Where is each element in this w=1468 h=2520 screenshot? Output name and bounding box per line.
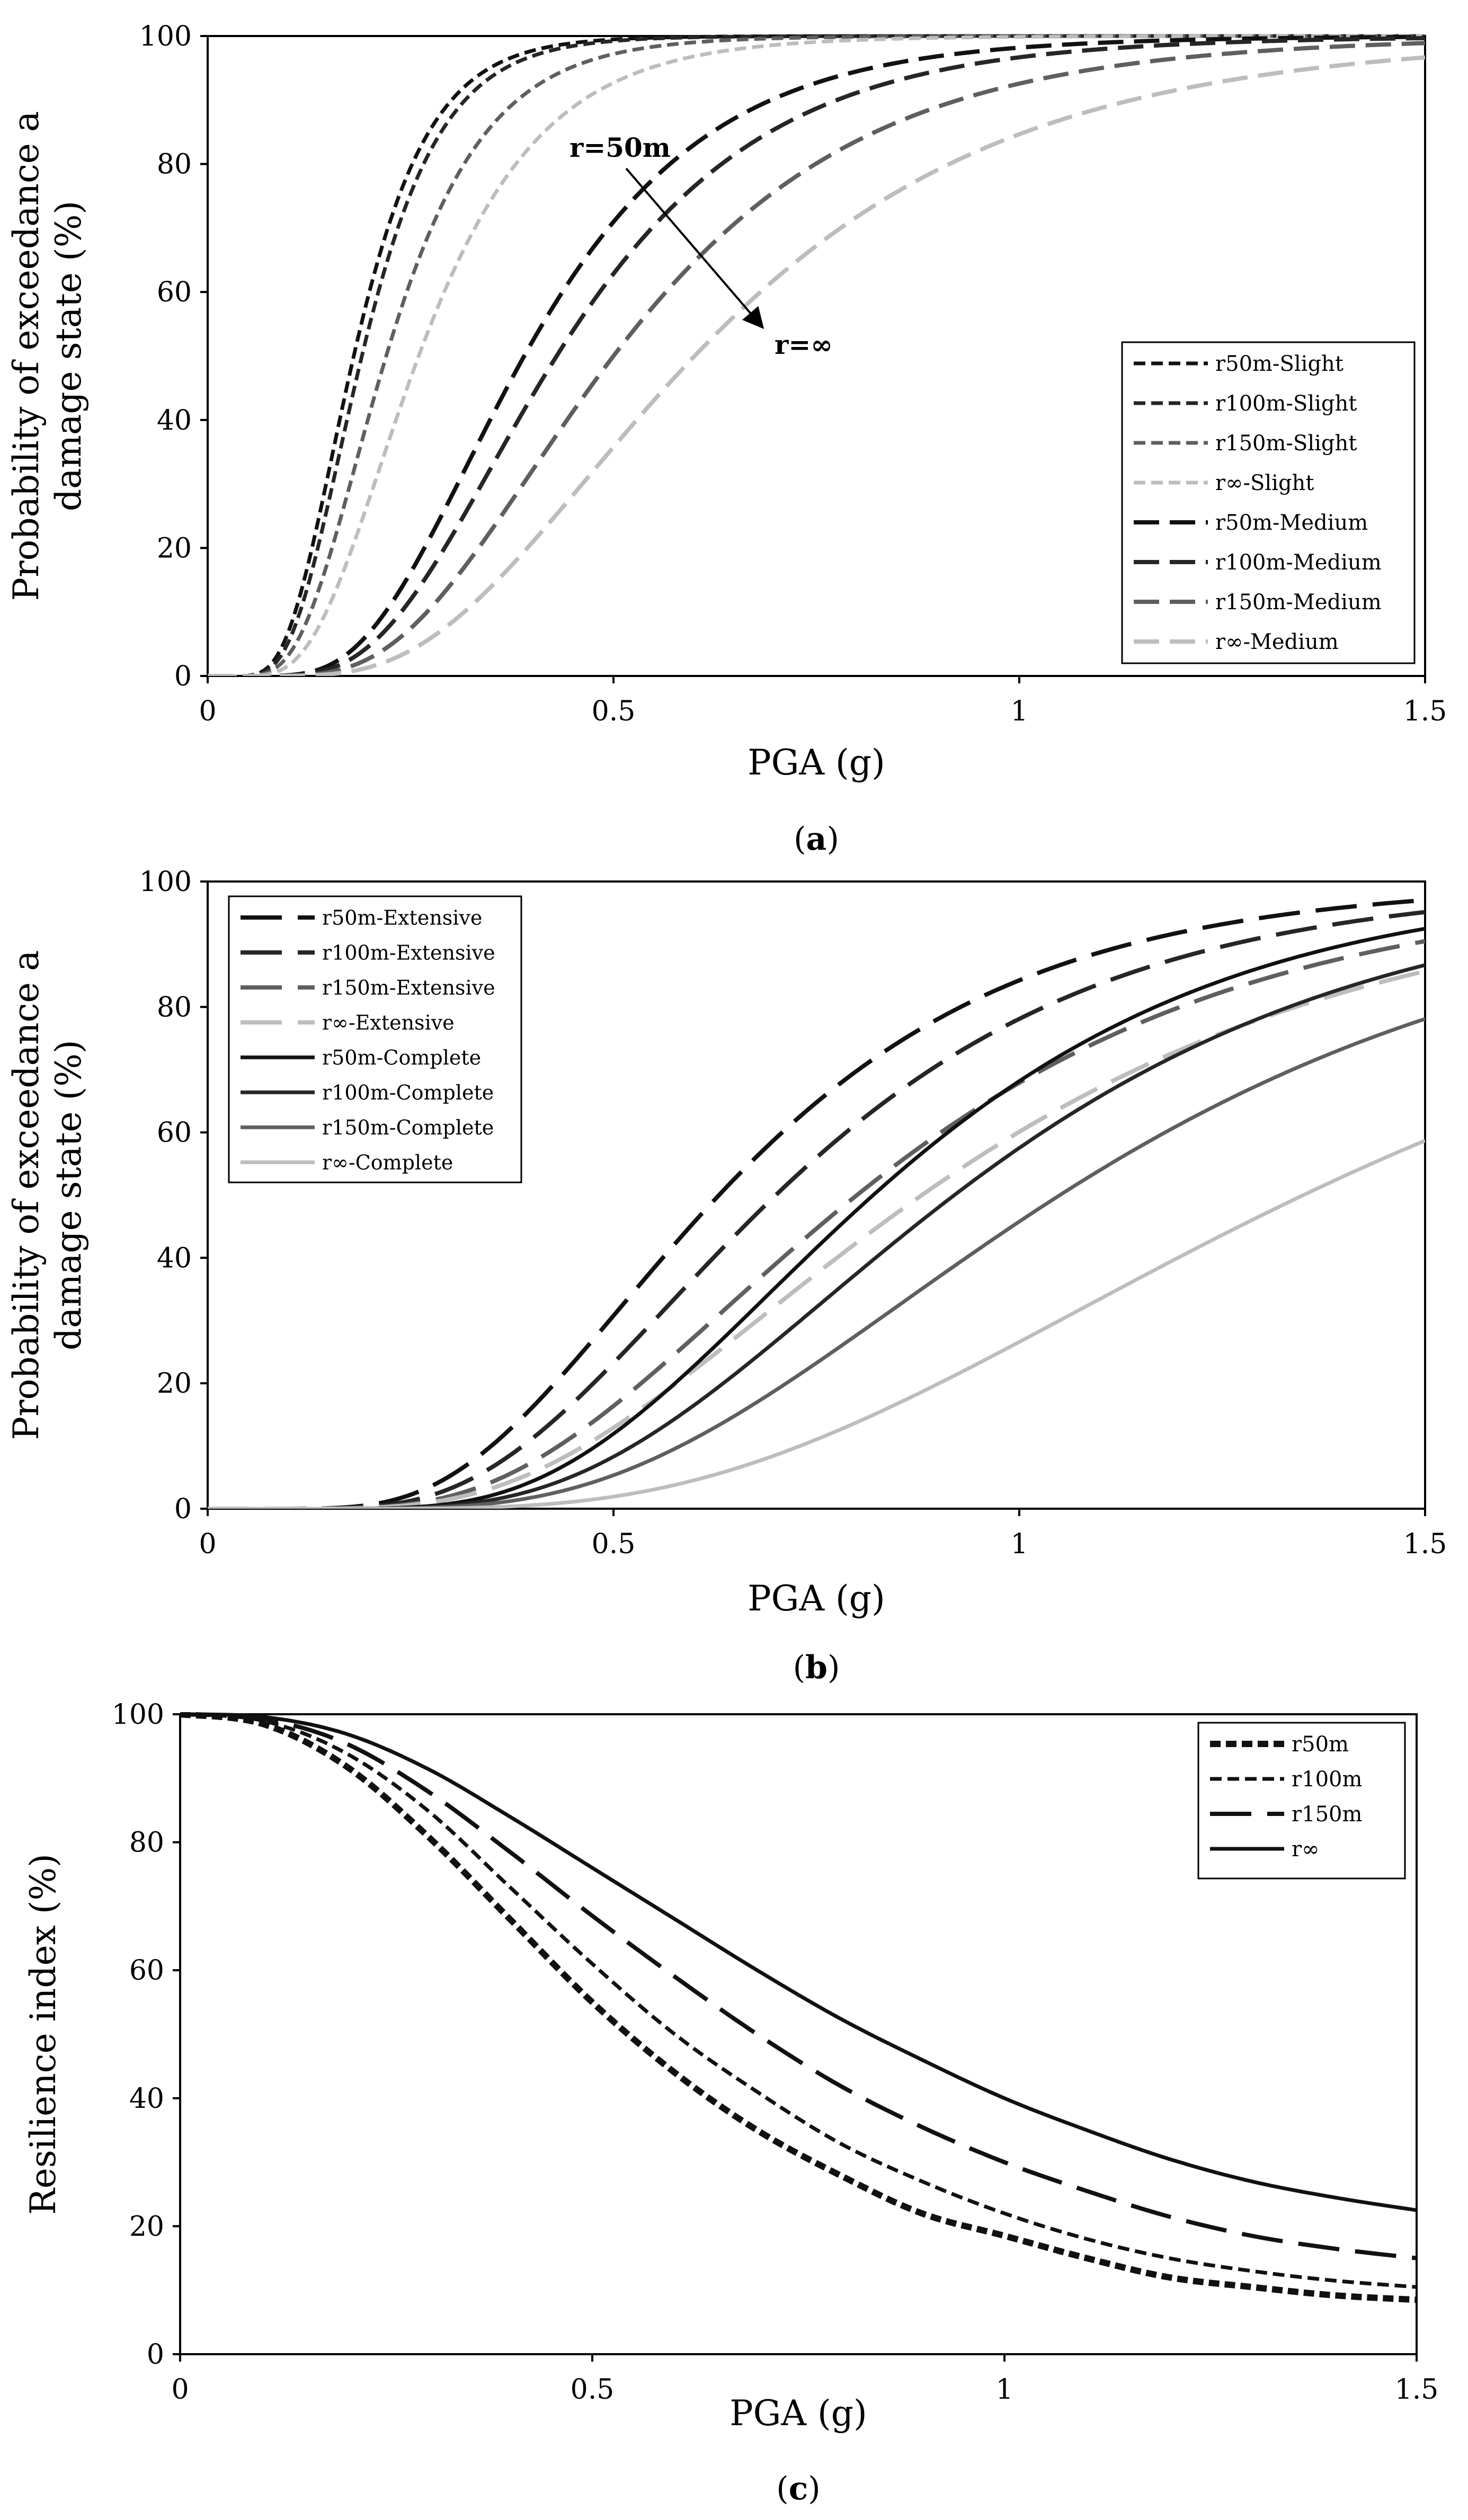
legend-label: r150m-Slight: [1215, 431, 1357, 456]
legend: r50m-Extensive r100m-Extensive r150m-Exten…: [228, 895, 522, 1183]
x-tick-label: 1.5: [1403, 696, 1447, 727]
legend-label: r150m-Extensive: [322, 976, 495, 999]
series-line-r∞: [180, 1712, 1417, 2212]
legend-label: r100m-Slight: [1215, 391, 1357, 416]
legend-label: r150m-Medium: [1215, 590, 1382, 615]
legend-label: r∞-Medium: [1215, 630, 1339, 654]
x-axis-label: PGA (g): [729, 2393, 867, 2434]
y-tick-label: 100: [139, 21, 192, 52]
legend-label: r150m: [1292, 1802, 1362, 1827]
annotation: r=∞: [775, 329, 833, 360]
plot-frame: [207, 880, 1426, 1510]
series-line-r100m-Medium: [208, 36, 1425, 676]
legend-label: r150m-Complete: [322, 1116, 494, 1139]
annotation-arrow: [625, 167, 764, 330]
x-tick-label: 0.5: [592, 696, 636, 727]
y-tick-label: 0: [147, 2339, 164, 2371]
x-tick-label: 1: [995, 2374, 1013, 2406]
y-axis-label: Resilience index (%): [23, 1854, 64, 2215]
legend-label: r100m-Extensive: [322, 941, 495, 964]
y-tick-label: 80: [129, 1827, 164, 1859]
series-line-r50m-Extensive: [208, 898, 1425, 1509]
y-tick-label: 80: [157, 149, 192, 181]
y-tick-label: 20: [157, 1368, 192, 1400]
chart-a: 0 20 40 60 80 100 0 0.5 1 1.5 PGA (g) Probability o…: [6, 21, 1447, 858]
series-line-r50m-Medium: [208, 34, 1425, 676]
x-tick-label: 0: [199, 696, 216, 727]
x-tick-label: 1: [1010, 1528, 1028, 1560]
y-tick-label: 0: [174, 661, 192, 692]
series-line-r∞-Complete: [208, 1138, 1425, 1509]
legend-label: r50m-Extensive: [322, 906, 482, 929]
series-line-r100m-Extensive: [208, 910, 1425, 1509]
legend-box: [228, 895, 522, 1183]
legend-label: r100m-Medium: [1215, 550, 1382, 575]
series-line-r100m: [180, 1712, 1417, 2289]
y-tick-label: 100: [139, 866, 192, 898]
legend-label: r100m-Complete: [322, 1081, 494, 1104]
legend: r50m-Slight r100m-Slight r150m-Slight r∞-Sl…: [1121, 341, 1416, 664]
legend-label: r50m-Slight: [1215, 352, 1344, 376]
y-axis-label: Probability of exceedance a: [6, 950, 47, 1440]
legend-label: r∞: [1292, 1837, 1319, 1862]
y-tick-label: 40: [129, 2083, 164, 2115]
legend-label: r∞-Slight: [1215, 471, 1314, 495]
x-axis-label: PGA (g): [748, 1578, 885, 1619]
legend-label: r50m: [1292, 1732, 1349, 1757]
legend-label: r∞-Complete: [322, 1151, 453, 1174]
series-line-r150m-Medium: [208, 41, 1425, 676]
series-line-r50m-Slight: [208, 34, 1425, 676]
x-tick-label: 1.5: [1395, 2374, 1439, 2406]
panel-caption: (b): [793, 1649, 840, 1686]
legend-label: r50m-Medium: [1215, 511, 1368, 535]
y-axis-label: damage state (%): [48, 1040, 89, 1350]
x-tick-label: 0: [199, 1528, 216, 1560]
y-tick-label: 80: [157, 992, 192, 1023]
y-tick-label: 20: [157, 532, 192, 564]
y-tick-label: 40: [157, 1242, 192, 1274]
y-tick-label: 0: [174, 1493, 192, 1525]
panel-caption: (c): [776, 2470, 820, 2507]
series-line-r150m: [180, 1712, 1417, 2260]
y-tick-label: 40: [157, 405, 192, 437]
legend-label: r50m-Complete: [322, 1046, 481, 1069]
legend-label: r∞-Extensive: [322, 1011, 455, 1034]
x-tick-label: 0.5: [592, 1528, 636, 1560]
y-tick-label: 60: [157, 277, 192, 308]
legend: r50m r100m r150m r∞: [1197, 1722, 1406, 1880]
legend-label: r100m: [1292, 1767, 1362, 1792]
panel-caption: (a): [794, 821, 839, 858]
chart-c: 0 20 40 60 80 100 0 0.5 1 1.5 PGA (g) Resilience in…: [23, 1699, 1438, 2507]
x-tick-label: 1: [1010, 696, 1028, 727]
series-line-r150m-Slight: [208, 34, 1425, 676]
legend-box: [1121, 341, 1416, 664]
y-tick-label: 60: [157, 1117, 192, 1149]
y-tick-label: 60: [129, 1955, 164, 1987]
x-tick-label: 0: [171, 2374, 189, 2406]
x-tick-label: 0.5: [571, 2374, 615, 2406]
y-axis-label: Probability of exceedance a: [6, 111, 47, 601]
annotation: r=50m: [570, 132, 671, 163]
y-tick-label: 20: [129, 2211, 164, 2242]
chart-b: 0 20 40 60 80 100 0 0.5 1 1.5 PGA (g) Probability o…: [6, 866, 1447, 1686]
x-tick-label: 1.5: [1403, 1528, 1447, 1560]
y-tick-label: 100: [112, 1699, 164, 1731]
plot-frame: [179, 1713, 1418, 2355]
y-axis-label: damage state (%): [48, 201, 89, 511]
x-axis-label: PGA (g): [748, 742, 885, 783]
legend-box: [1197, 1722, 1406, 1880]
series-line-r50m: [180, 1712, 1417, 2303]
